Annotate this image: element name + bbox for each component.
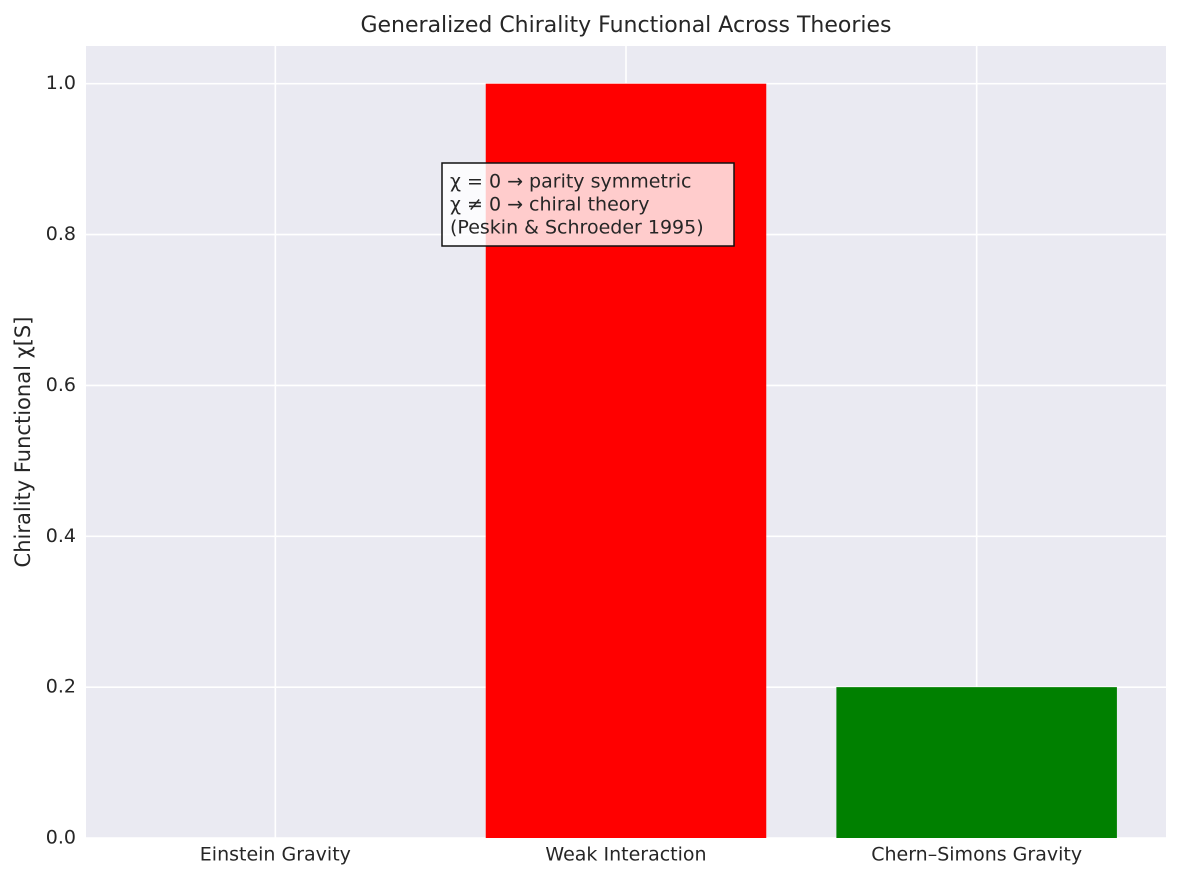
x-tick-label: Chern–Simons Gravity bbox=[871, 844, 1082, 866]
y-tick-label: 0.8 bbox=[46, 223, 76, 245]
y-tick-label: 0.0 bbox=[46, 827, 76, 849]
annotation-text: χ = 0 → parity symmetric bbox=[450, 171, 691, 193]
y-tick-label: 0.4 bbox=[46, 525, 76, 547]
y-axis-label: Chirality Functional χ[S] bbox=[11, 317, 35, 568]
x-tick-label: Weak Interaction bbox=[545, 844, 706, 866]
y-tick-label: 0.6 bbox=[46, 374, 76, 396]
annotation-text: χ ≠ 0 → chiral theory bbox=[450, 194, 649, 216]
y-tick-label: 1.0 bbox=[46, 72, 76, 94]
x-tick-label: Einstein Gravity bbox=[200, 844, 351, 866]
y-tick-label: 0.2 bbox=[46, 676, 76, 698]
bar bbox=[836, 687, 1117, 838]
annotation-box bbox=[441, 162, 735, 247]
chart-title: Generalized Chirality Functional Across … bbox=[360, 13, 891, 38]
annotation-text: (Peskin & Schroeder 1995) bbox=[450, 217, 704, 239]
